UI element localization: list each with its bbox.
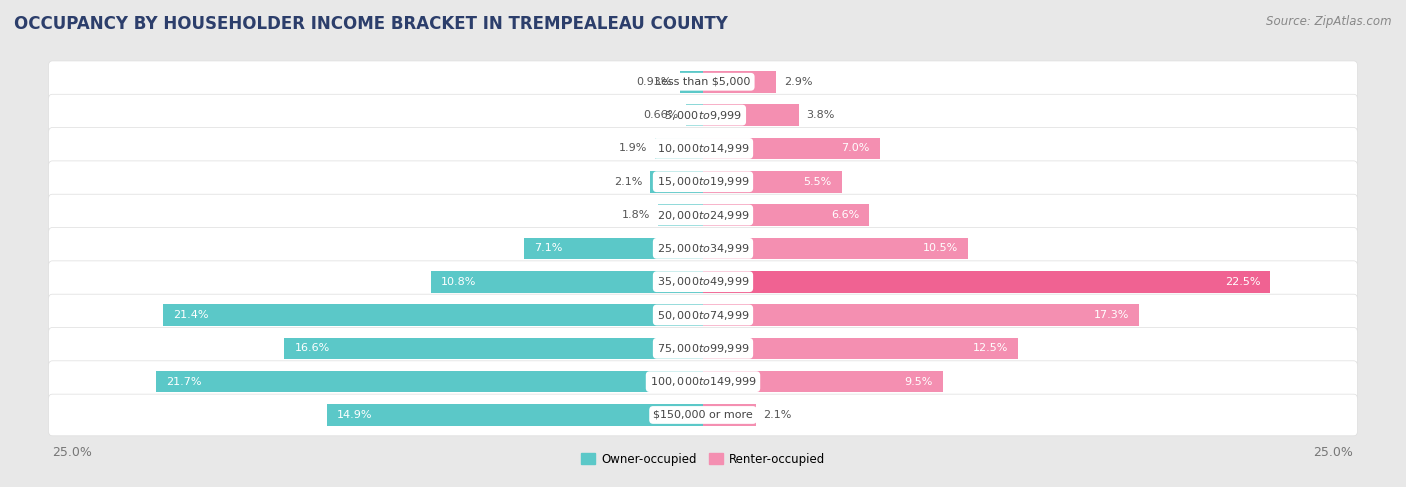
Text: 17.3%: 17.3% — [1094, 310, 1129, 320]
Bar — [284, 337, 703, 359]
Text: 12.5%: 12.5% — [973, 343, 1008, 354]
Bar — [430, 271, 703, 293]
Bar — [655, 137, 703, 159]
FancyBboxPatch shape — [48, 61, 1358, 103]
Bar — [703, 104, 799, 126]
Bar — [686, 104, 703, 126]
Text: $100,000 to $149,999: $100,000 to $149,999 — [650, 375, 756, 388]
FancyBboxPatch shape — [48, 227, 1358, 269]
Bar — [703, 171, 842, 192]
Text: 6.6%: 6.6% — [831, 210, 859, 220]
Text: 9.5%: 9.5% — [904, 376, 932, 387]
Text: $10,000 to $14,999: $10,000 to $14,999 — [657, 142, 749, 155]
Text: $25,000 to $34,999: $25,000 to $34,999 — [657, 242, 749, 255]
Text: $20,000 to $24,999: $20,000 to $24,999 — [657, 208, 749, 222]
Text: 7.0%: 7.0% — [841, 143, 869, 153]
Text: $150,000 or more: $150,000 or more — [654, 410, 752, 420]
Bar — [703, 204, 869, 226]
FancyBboxPatch shape — [48, 161, 1358, 203]
Text: $75,000 to $99,999: $75,000 to $99,999 — [657, 342, 749, 355]
Text: 7.1%: 7.1% — [534, 244, 562, 253]
Text: $5,000 to $9,999: $5,000 to $9,999 — [664, 109, 742, 122]
Bar — [703, 304, 1139, 326]
Text: OCCUPANCY BY HOUSEHOLDER INCOME BRACKET IN TREMPEALEAU COUNTY: OCCUPANCY BY HOUSEHOLDER INCOME BRACKET … — [14, 15, 728, 33]
Text: 2.1%: 2.1% — [614, 177, 643, 187]
Bar — [703, 404, 756, 426]
FancyBboxPatch shape — [48, 394, 1358, 436]
FancyBboxPatch shape — [48, 294, 1358, 336]
FancyBboxPatch shape — [48, 361, 1358, 402]
Text: 22.5%: 22.5% — [1225, 277, 1260, 287]
Bar — [658, 204, 703, 226]
Bar — [703, 271, 1271, 293]
Bar — [703, 371, 942, 393]
Bar — [650, 171, 703, 192]
Text: $15,000 to $19,999: $15,000 to $19,999 — [657, 175, 749, 188]
Text: 1.8%: 1.8% — [621, 210, 650, 220]
FancyBboxPatch shape — [48, 128, 1358, 169]
Bar — [524, 238, 703, 259]
FancyBboxPatch shape — [48, 327, 1358, 369]
Text: 0.66%: 0.66% — [644, 110, 679, 120]
Text: $50,000 to $74,999: $50,000 to $74,999 — [657, 308, 749, 321]
Text: Less than $5,000: Less than $5,000 — [655, 77, 751, 87]
Text: 1.9%: 1.9% — [619, 143, 648, 153]
Legend: Owner-occupied, Renter-occupied: Owner-occupied, Renter-occupied — [576, 448, 830, 470]
Text: 14.9%: 14.9% — [337, 410, 373, 420]
FancyBboxPatch shape — [48, 194, 1358, 236]
Text: 10.5%: 10.5% — [922, 244, 957, 253]
Text: 10.8%: 10.8% — [440, 277, 477, 287]
Bar — [703, 238, 967, 259]
Bar — [156, 371, 703, 393]
Bar — [703, 71, 776, 93]
Text: 2.1%: 2.1% — [763, 410, 792, 420]
Text: $35,000 to $49,999: $35,000 to $49,999 — [657, 275, 749, 288]
Text: 21.7%: 21.7% — [166, 376, 201, 387]
FancyBboxPatch shape — [48, 94, 1358, 136]
FancyBboxPatch shape — [48, 261, 1358, 302]
Text: 5.5%: 5.5% — [803, 177, 831, 187]
Bar — [703, 137, 880, 159]
Text: 0.93%: 0.93% — [637, 77, 672, 87]
Text: 3.8%: 3.8% — [807, 110, 835, 120]
Text: 16.6%: 16.6% — [294, 343, 329, 354]
Bar — [328, 404, 703, 426]
Bar — [703, 337, 1018, 359]
Text: Source: ZipAtlas.com: Source: ZipAtlas.com — [1267, 15, 1392, 28]
Text: 2.9%: 2.9% — [783, 77, 813, 87]
Bar — [163, 304, 703, 326]
Text: 21.4%: 21.4% — [173, 310, 209, 320]
Bar — [679, 71, 703, 93]
